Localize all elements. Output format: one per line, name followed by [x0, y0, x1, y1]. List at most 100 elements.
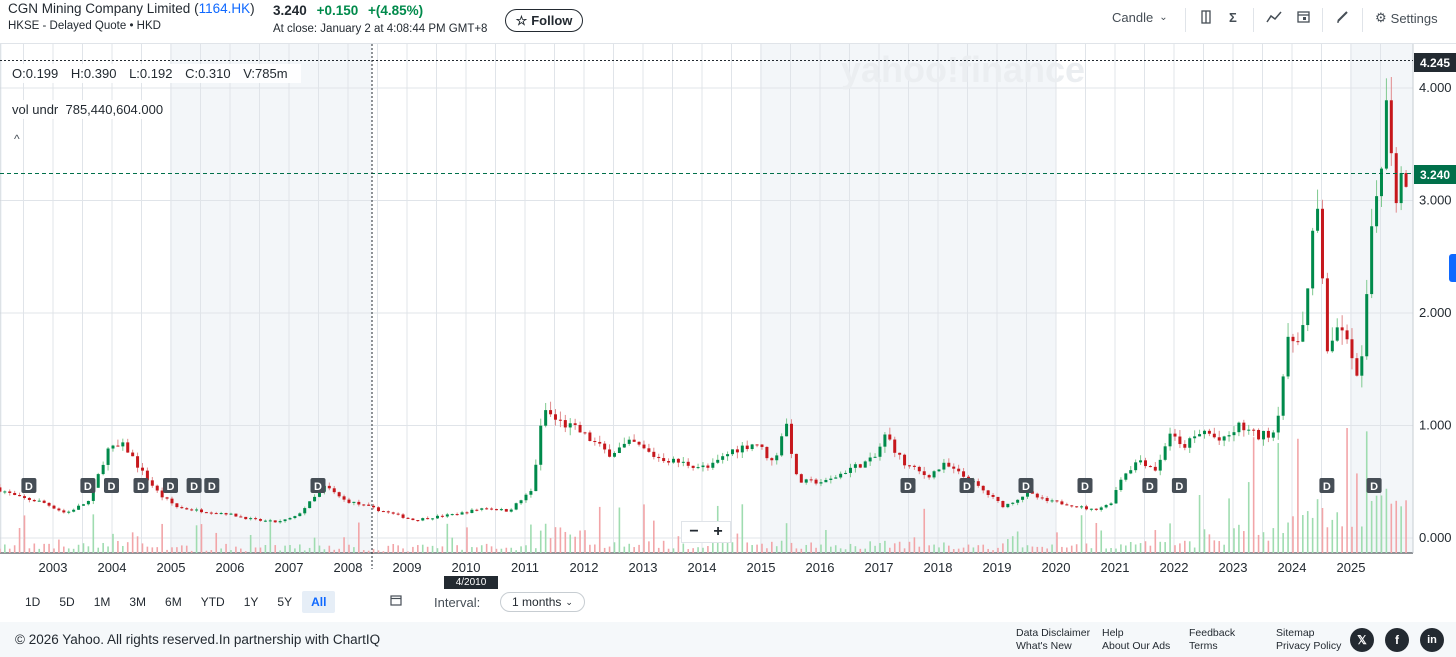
volume-bar	[1169, 523, 1171, 553]
candle-body	[1202, 430, 1206, 435]
candle-body	[1291, 336, 1295, 342]
linkedin-icon[interactable]: in	[1420, 628, 1444, 652]
candle-body	[42, 500, 46, 503]
volume-bar	[682, 543, 685, 553]
range-button-6m[interactable]: 6M	[165, 595, 182, 609]
zoom-in-button[interactable]: +	[713, 523, 723, 540]
volume-bar	[131, 532, 134, 553]
indicators-icon[interactable]: Σ	[1229, 10, 1237, 25]
chart-type-dropdown[interactable]: Candle ⌄	[1112, 10, 1168, 25]
collapse-caret-icon[interactable]: ^	[14, 132, 20, 146]
footer-link-data-disclaimer[interactable]: Data Disclaimer	[1016, 627, 1091, 639]
range-button-5d[interactable]: 5D	[59, 595, 75, 609]
footer-link-about-ads[interactable]: About Our Ads	[1102, 640, 1171, 652]
yahoo-finance-watermark: yahoo!finance	[841, 49, 1085, 90]
interval-dropdown[interactable]: 1 months ⌄	[500, 592, 585, 612]
volume-bar	[598, 506, 601, 553]
period-high-tag: 4.245	[1414, 53, 1456, 72]
volume-bar	[67, 548, 70, 553]
candle-body	[898, 452, 902, 455]
x-tick-label: 2004	[98, 560, 127, 575]
volume-bar	[820, 544, 822, 553]
volume-bar	[697, 547, 699, 553]
candle-body	[1212, 433, 1216, 438]
volume-bar	[18, 527, 21, 553]
last-price: 3.240	[273, 3, 307, 18]
footer-link-help[interactable]: Help	[1102, 627, 1124, 639]
candle-body	[922, 471, 926, 476]
volume-bar	[1011, 536, 1014, 553]
candle-body	[1276, 415, 1280, 433]
footer-link-privacy[interactable]: Privacy Policy	[1276, 640, 1342, 652]
candle-body	[1350, 339, 1354, 359]
draw-pencil-icon[interactable]	[1336, 10, 1349, 23]
dividend-marker-label: D	[190, 481, 198, 493]
volume-bar	[126, 542, 129, 553]
candle-body	[986, 490, 990, 495]
calendar-icon[interactable]	[1297, 10, 1310, 23]
follow-button[interactable]: ☆ Follow	[505, 9, 583, 32]
volume-bar	[1129, 541, 1132, 553]
candle-body	[27, 497, 31, 501]
dividend-marker-box	[104, 478, 119, 493]
footer-link-feedback[interactable]: Feedback	[1189, 627, 1236, 639]
volume-bar	[1282, 533, 1284, 553]
side-panel-toggle[interactable]	[1449, 254, 1456, 282]
volume-bar	[171, 547, 173, 553]
range-button-1y[interactable]: 1Y	[243, 595, 259, 609]
candle-body	[524, 494, 528, 501]
volume-bar	[726, 542, 729, 553]
volume-bar	[1164, 542, 1166, 553]
interval-label: Interval:	[434, 595, 481, 610]
dividend-marker-label: D	[1081, 481, 1089, 493]
dividend-marker-label: D	[1146, 481, 1154, 493]
events-icon[interactable]	[1266, 10, 1282, 24]
volume-bar	[407, 551, 409, 553]
range-button-ytd[interactable]: YTD	[200, 595, 225, 609]
candle-body	[1094, 508, 1098, 510]
candle-body	[568, 423, 572, 428]
volume-bar	[1208, 534, 1211, 553]
range-button-3m[interactable]: 3M	[129, 595, 147, 609]
dividend-marker: D	[163, 478, 178, 493]
candle-body	[1153, 466, 1157, 471]
volume-bar	[539, 530, 542, 553]
x-icon[interactable]: 𝕏	[1350, 628, 1374, 652]
candle-body	[873, 456, 877, 458]
volume-bar	[269, 518, 272, 553]
volume-bar	[235, 546, 237, 553]
zoom-out-button[interactable]: −	[689, 523, 699, 540]
volume-bar	[1331, 519, 1334, 553]
ohlc-readout: O:0.199 H:0.390 L:0.192 C:0.310 V:785m	[8, 64, 301, 83]
settings-button[interactable]: ⚙ Settings	[1375, 10, 1438, 26]
footer-link-sitemap[interactable]: Sitemap	[1276, 627, 1315, 639]
volume-bar	[736, 533, 739, 553]
volume-bar	[48, 543, 50, 553]
candle-body	[406, 517, 410, 519]
ticker-symbol-link[interactable]: 1164.HK	[198, 1, 251, 16]
candle-body	[155, 485, 159, 491]
volume-bar	[510, 547, 513, 553]
footer-link-terms[interactable]: Terms	[1189, 640, 1218, 652]
volume-bar	[112, 533, 114, 553]
compare-icon[interactable]	[1199, 10, 1213, 24]
volume-bar	[8, 548, 11, 553]
candle-body	[691, 465, 695, 468]
candle-body	[165, 497, 169, 499]
quote-header: CGN Mining Company Limited (1164.HK) HKS…	[0, 0, 1456, 44]
volume-bar	[952, 549, 955, 553]
volume-bar	[1356, 473, 1358, 553]
date-range-calendar-icon[interactable]	[390, 594, 402, 609]
candle-body	[647, 448, 651, 452]
candle-body	[676, 458, 680, 463]
footer-link-whats-new[interactable]: What's New	[1016, 640, 1072, 652]
range-button-1d[interactable]: 1D	[25, 595, 41, 609]
range-button-all[interactable]: All	[302, 591, 336, 613]
candle-body	[1143, 460, 1147, 467]
range-button-1m[interactable]: 1M	[93, 595, 111, 609]
facebook-icon[interactable]: f	[1385, 628, 1409, 652]
candle-body	[1345, 330, 1349, 340]
volume-bar	[535, 548, 537, 553]
range-button-5y[interactable]: 5Y	[277, 595, 293, 609]
